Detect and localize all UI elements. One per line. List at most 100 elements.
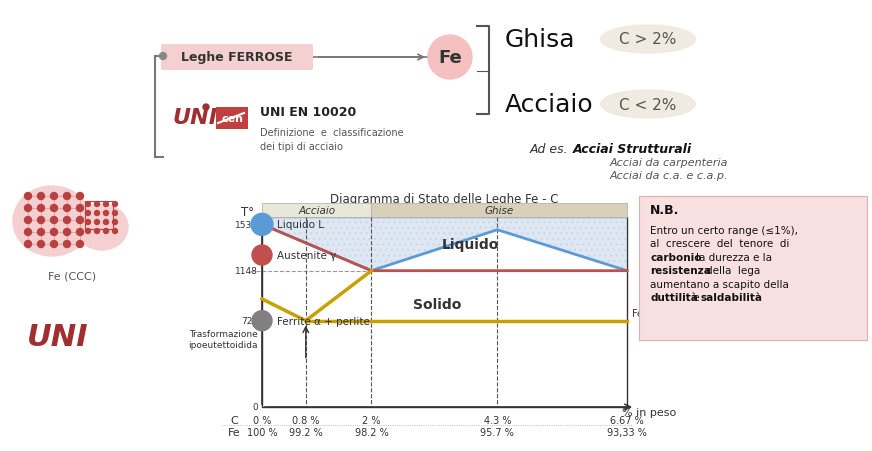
Text: C > 2%: C > 2% <box>619 32 677 47</box>
Text: 4.3 %: 4.3 % <box>484 415 511 425</box>
Circle shape <box>37 229 44 236</box>
Circle shape <box>24 217 31 224</box>
Text: C: C <box>230 415 238 425</box>
Circle shape <box>24 205 31 212</box>
Text: 93,33 %: 93,33 % <box>607 427 647 437</box>
Text: Trasformazione
ipoeutettoidida: Trasformazione ipoeutettoidida <box>188 329 258 350</box>
Circle shape <box>94 202 99 207</box>
Circle shape <box>94 211 99 216</box>
Circle shape <box>112 229 118 234</box>
Text: Ferrite α + perlite: Ferrite α + perlite <box>277 316 370 326</box>
Circle shape <box>51 217 58 224</box>
Bar <box>85 202 113 230</box>
Text: duttilità: duttilità <box>650 293 698 303</box>
Circle shape <box>85 220 91 225</box>
Text: 727: 727 <box>241 317 258 326</box>
Text: 95.7 %: 95.7 % <box>480 427 514 437</box>
Text: T°: T° <box>242 206 255 219</box>
Circle shape <box>37 193 44 200</box>
Circle shape <box>64 229 71 236</box>
Circle shape <box>85 211 91 216</box>
Text: 1148: 1148 <box>235 267 258 276</box>
Circle shape <box>51 205 58 212</box>
Text: Fe$_3$C: Fe$_3$C <box>631 306 656 320</box>
Circle shape <box>252 245 272 265</box>
Text: 1538: 1538 <box>235 221 258 230</box>
Circle shape <box>64 241 71 248</box>
Circle shape <box>51 229 58 236</box>
Text: la durezza e la: la durezza e la <box>696 253 772 262</box>
Circle shape <box>112 211 118 216</box>
Polygon shape <box>262 217 627 271</box>
Text: 98.2 %: 98.2 % <box>355 427 388 437</box>
FancyBboxPatch shape <box>161 45 313 71</box>
Text: Leghe FERROSE: Leghe FERROSE <box>181 51 293 64</box>
Text: della  lega: della lega <box>706 266 760 276</box>
Circle shape <box>77 229 84 236</box>
Circle shape <box>94 220 99 225</box>
Circle shape <box>24 241 31 248</box>
Circle shape <box>37 205 44 212</box>
Text: Ghise: Ghise <box>485 206 514 216</box>
Text: UNI: UNI <box>173 108 217 128</box>
Bar <box>262 203 371 217</box>
Text: Ad es.: Ad es. <box>530 143 569 156</box>
Text: 99.2 %: 99.2 % <box>289 427 323 437</box>
Text: al  crescere  del  tenore  di: al crescere del tenore di <box>650 239 789 249</box>
Text: Fe: Fe <box>228 427 241 437</box>
FancyBboxPatch shape <box>639 197 867 340</box>
Text: N.B.: N.B. <box>650 204 679 217</box>
Text: 0.8 %: 0.8 % <box>292 415 319 425</box>
Text: Acciaio: Acciaio <box>298 206 336 216</box>
Circle shape <box>77 241 84 248</box>
Circle shape <box>251 214 273 236</box>
Ellipse shape <box>13 187 91 257</box>
Text: % in peso: % in peso <box>622 407 676 417</box>
Text: UNI EN 10020: UNI EN 10020 <box>260 106 357 119</box>
Circle shape <box>104 202 108 207</box>
Text: Ghisa: Ghisa <box>505 28 576 52</box>
Text: cen: cen <box>221 114 243 124</box>
Circle shape <box>64 217 71 224</box>
Circle shape <box>94 229 99 234</box>
Circle shape <box>203 105 209 111</box>
Text: 0 %: 0 % <box>253 415 271 425</box>
Circle shape <box>104 229 108 234</box>
Text: Acciaio: Acciaio <box>505 93 594 117</box>
Circle shape <box>85 229 91 234</box>
Text: UNI: UNI <box>27 323 89 352</box>
Text: Fe (CCC): Fe (CCC) <box>48 272 96 281</box>
Circle shape <box>252 311 272 331</box>
Text: Solido: Solido <box>413 297 461 311</box>
Text: Liquido: Liquido <box>441 238 499 252</box>
Text: Austenite γ: Austenite γ <box>277 250 337 260</box>
Ellipse shape <box>601 91 696 119</box>
Text: Diagramma di Stato delle Leghe Fe - C: Diagramma di Stato delle Leghe Fe - C <box>330 193 559 206</box>
Circle shape <box>112 220 118 225</box>
Circle shape <box>112 202 118 207</box>
Text: Acciai da c.a. e c.a.p.: Acciai da c.a. e c.a.p. <box>610 170 728 180</box>
Circle shape <box>104 211 108 216</box>
Text: C < 2%: C < 2% <box>619 97 677 112</box>
Ellipse shape <box>76 205 128 250</box>
Circle shape <box>104 220 108 225</box>
Bar <box>371 203 627 217</box>
Circle shape <box>428 36 472 80</box>
Ellipse shape <box>601 26 696 54</box>
Circle shape <box>24 229 31 236</box>
Text: aumentano a scapito della: aumentano a scapito della <box>650 279 789 290</box>
Text: 100 %: 100 % <box>247 427 277 437</box>
Text: Fe: Fe <box>438 49 462 67</box>
Circle shape <box>51 193 58 200</box>
Text: carbonio: carbonio <box>650 253 701 262</box>
Circle shape <box>24 193 31 200</box>
FancyBboxPatch shape <box>216 108 248 130</box>
Text: Entro un certo range (≤1%),: Entro un certo range (≤1%), <box>650 226 798 235</box>
Text: Acciai Strutturali: Acciai Strutturali <box>573 143 692 156</box>
Circle shape <box>37 217 44 224</box>
Text: 2 %: 2 % <box>362 415 381 425</box>
Text: Acciai da carpenteria: Acciai da carpenteria <box>610 158 728 168</box>
Circle shape <box>64 205 71 212</box>
Text: resistenza: resistenza <box>650 266 711 276</box>
Circle shape <box>64 193 71 200</box>
